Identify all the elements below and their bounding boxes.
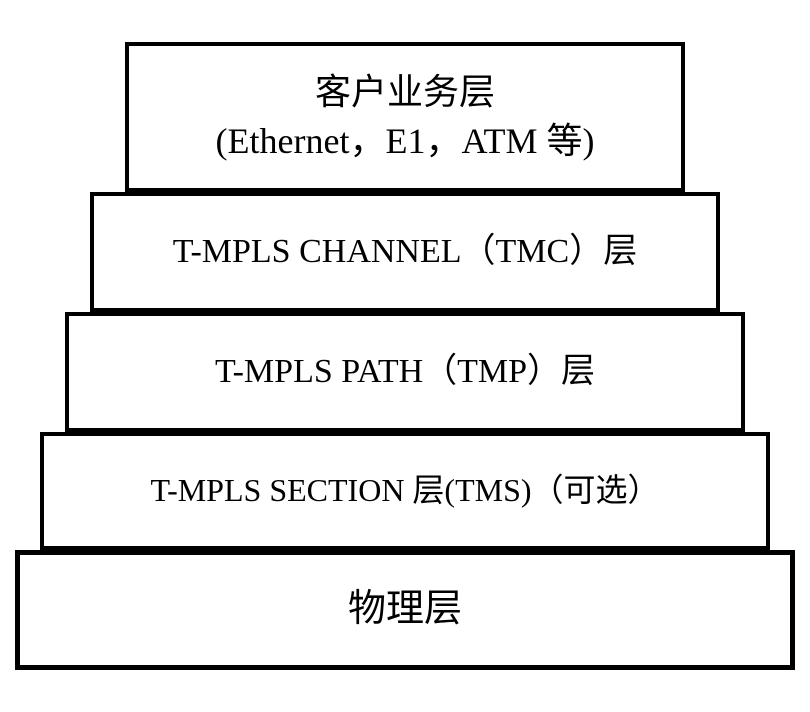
layer-text: T-MPLS CHANNEL（TMC）层 [173, 229, 637, 275]
layer-text: T-MPLS PATH（TMP）层 [215, 349, 595, 395]
layer-pyramid: 客户业务层 (Ethernet，E1，ATM 等) T-MPLS CHANNEL… [15, 42, 795, 670]
layer-text: T-MPLS SECTION 层(TMS)（可选） [150, 469, 659, 512]
layer-text: (Ethernet，E1，ATM 等) [216, 117, 595, 166]
layer-tmc: T-MPLS CHANNEL（TMC）层 [90, 192, 720, 312]
layer-text: 客户业务层 [315, 68, 495, 117]
layer-tmp: T-MPLS PATH（TMP）层 [65, 312, 745, 432]
layer-physical: 物理层 [15, 550, 795, 670]
layer-text: 物理层 [348, 584, 462, 635]
layer-client-service: 客户业务层 (Ethernet，E1，ATM 等) [125, 42, 685, 192]
layer-tms: T-MPLS SECTION 层(TMS)（可选） [40, 432, 770, 550]
